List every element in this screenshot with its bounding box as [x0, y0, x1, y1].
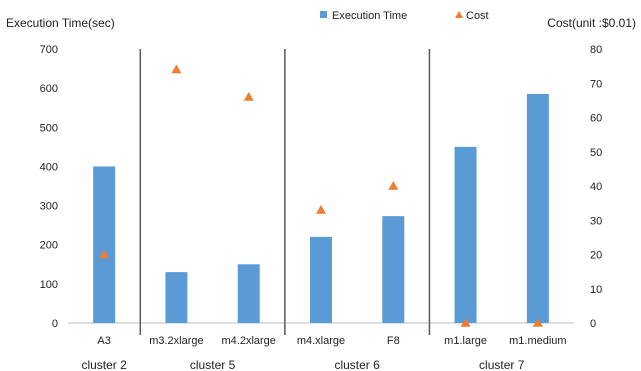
y-left-tick-label: 0 [52, 318, 58, 330]
marker-cost-m4-2xlarge [243, 91, 254, 101]
group-label: cluster 2 [81, 358, 127, 371]
category-label: m3.2xlarge [149, 335, 203, 347]
y-right-tick-label: 70 [590, 78, 602, 90]
legend-swatch-execution-time [320, 11, 327, 18]
marker-cost-a3 [99, 249, 110, 259]
y-left-tick-label: 600 [40, 83, 58, 95]
y-right-tick-label: 30 [590, 215, 602, 227]
y-left-tick-label: 100 [40, 279, 58, 291]
marker-cost-m3-2xlarge [171, 64, 182, 74]
category-label: m1.medium [509, 335, 566, 347]
category-labels: A3 m3.2xlarge m4.2xlarge m4.xlarge F8 m1.larg… [97, 335, 566, 347]
y-right-tick-label: 50 [590, 147, 602, 159]
y-left-axis-title: Execution Time(sec) [6, 16, 115, 30]
marker-cost-m4-xlarge [316, 204, 326, 214]
group-label: cluster 7 [479, 358, 525, 371]
bar-execution-time-m4-2xlarge [237, 264, 260, 323]
category-label: A3 [97, 335, 110, 347]
marker-cost-m1-medium [532, 318, 543, 327]
marker-series-cost [99, 64, 543, 327]
bar-series-execution-time [93, 94, 549, 323]
marker-cost-f8 [388, 181, 399, 190]
group-labels: cluster 2 cluster 5 cluster 6 cluster 7 [81, 358, 524, 371]
bar-execution-time-a3 [93, 166, 116, 323]
bar-execution-time-m3-2xlarge [165, 272, 188, 323]
y-right-tick-label: 0 [590, 318, 596, 330]
marker-cost-m1-large [460, 318, 471, 327]
category-label: F8 [387, 335, 400, 347]
y-left-tick-label: 500 [40, 122, 58, 134]
y-right-tick-label: 10 [590, 284, 602, 296]
axes: 0 100 200 300 400 500 600 700 0 10 20 30 40 50 60 70 80 [40, 44, 602, 335]
y-right-tick-label: 20 [590, 250, 602, 262]
category-label: m4.xlarge [297, 335, 345, 347]
bar-execution-time-m1-large [454, 146, 477, 323]
bar-execution-time-m4-xlarge [310, 236, 332, 323]
category-label: m1.large [444, 335, 487, 347]
y-left-tick-label: 700 [40, 44, 58, 56]
bar-execution-time-f8 [382, 216, 405, 323]
y-left-tick-label: 200 [40, 240, 58, 252]
y-left-tick-label: 300 [40, 201, 58, 213]
legend-label-cost: Cost [466, 10, 489, 22]
group-label: cluster 6 [334, 358, 380, 371]
y-right-axis-title: Cost(unit :$0.01) [547, 16, 636, 30]
y-left-tick-label: 400 [40, 161, 58, 173]
legend-label-execution-time: Execution Time [332, 10, 407, 22]
bar-execution-time-m1-medium [526, 94, 549, 323]
category-label: m4.2xlarge [222, 335, 276, 347]
y-right-tick-label: 60 [590, 113, 602, 125]
legend: Execution Time Cost [320, 10, 489, 22]
group-label: cluster 5 [190, 358, 236, 371]
y-right-tick-label: 80 [590, 44, 602, 56]
y-right-tick-label: 40 [590, 181, 602, 193]
legend-marker-cost [455, 11, 463, 18]
